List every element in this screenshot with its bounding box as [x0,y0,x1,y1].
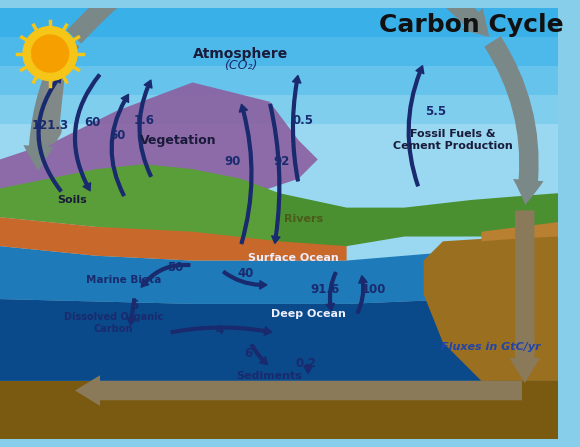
Polygon shape [0,381,559,439]
Text: 121.3: 121.3 [31,119,68,132]
Polygon shape [0,153,559,439]
Text: 60: 60 [109,129,126,142]
Polygon shape [0,164,347,246]
Polygon shape [0,241,559,304]
Text: 5.5: 5.5 [425,105,446,118]
FancyArrowPatch shape [292,76,301,181]
Polygon shape [0,66,559,95]
Text: 0.2: 0.2 [296,357,317,370]
FancyArrowPatch shape [67,0,489,44]
FancyArrowPatch shape [141,264,190,287]
Text: Sediments: Sediments [237,371,303,381]
Text: Fluxes in GtC/yr: Fluxes in GtC/yr [441,342,541,352]
Text: Dissolved Organic
Carbon: Dissolved Organic Carbon [64,312,164,334]
FancyArrowPatch shape [37,75,62,192]
FancyArrowPatch shape [138,80,152,177]
FancyArrowPatch shape [223,271,267,289]
Text: 40: 40 [237,266,253,279]
Text: 91.6: 91.6 [311,283,340,296]
Polygon shape [0,37,559,66]
Text: 100: 100 [361,283,386,296]
Text: 6: 6 [130,299,139,312]
Polygon shape [0,294,559,381]
Text: Marine Biota: Marine Biota [86,275,161,285]
Text: 6: 6 [244,347,252,360]
FancyArrowPatch shape [356,276,367,314]
FancyArrowPatch shape [407,66,424,186]
Text: Surface Ocean: Surface Ocean [248,253,339,263]
FancyArrowPatch shape [484,36,543,205]
Text: Deep Ocean: Deep Ocean [271,308,346,319]
Polygon shape [481,222,559,241]
Polygon shape [0,8,559,37]
FancyArrowPatch shape [269,104,281,243]
Circle shape [23,27,77,80]
Text: Carbon Cycle: Carbon Cycle [379,13,564,37]
Polygon shape [0,82,318,217]
Text: Rivers: Rivers [284,214,323,224]
Text: 4: 4 [215,325,224,337]
FancyArrowPatch shape [74,74,100,191]
Text: Soils: Soils [57,195,87,205]
Text: (CO₂): (CO₂) [224,59,258,72]
FancyArrowPatch shape [23,37,79,171]
FancyArrowPatch shape [240,104,253,244]
Text: Atmosphere: Atmosphere [193,46,288,60]
FancyArrowPatch shape [128,299,136,325]
Text: 1.6: 1.6 [134,114,155,127]
Circle shape [31,34,70,73]
Polygon shape [0,217,347,261]
Polygon shape [0,124,559,153]
FancyArrowPatch shape [509,211,540,383]
Polygon shape [423,229,559,381]
FancyArrowPatch shape [304,364,312,373]
Text: 0.5: 0.5 [293,114,314,127]
FancyArrowPatch shape [75,375,522,406]
FancyArrowPatch shape [110,94,129,196]
Text: 92: 92 [273,155,289,168]
Text: Fossil Fuels &
Cement Production: Fossil Fuels & Cement Production [393,130,512,151]
Polygon shape [0,95,559,124]
FancyArrowPatch shape [326,272,337,311]
FancyArrowPatch shape [251,344,267,365]
Text: 90: 90 [225,155,241,168]
FancyArrowPatch shape [171,326,271,335]
Polygon shape [279,193,559,246]
Text: 50: 50 [167,261,183,274]
Text: 60: 60 [84,116,100,129]
Text: Vegetation: Vegetation [140,134,216,147]
